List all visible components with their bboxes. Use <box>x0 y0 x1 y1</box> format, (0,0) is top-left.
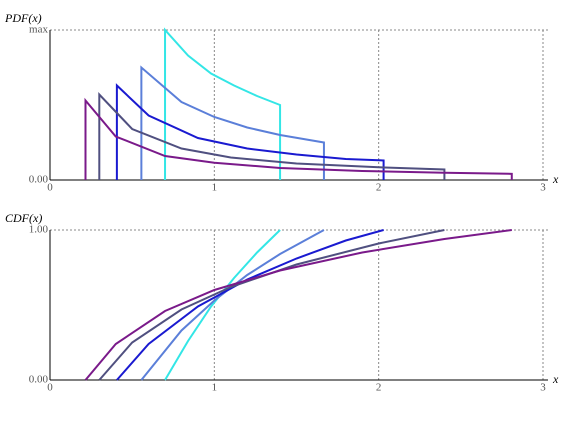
x-tick-label: 1 <box>212 382 218 394</box>
y-axis-label: CDF(x) <box>5 211 42 225</box>
line-series <box>84 229 512 381</box>
line-series <box>140 65 325 180</box>
line-series <box>164 229 281 381</box>
line-series <box>98 92 446 180</box>
line-series <box>140 229 325 381</box>
line-series <box>115 83 385 180</box>
line-series <box>84 97 513 180</box>
x-tick-label: 3 <box>540 182 546 194</box>
x-tick-label: 0 <box>47 182 53 194</box>
y-tick-label: 0.00 <box>29 374 49 386</box>
line-series <box>164 27 282 180</box>
y-axis-label: PDF(x) <box>4 11 42 25</box>
y-tick-label: max <box>29 24 48 36</box>
x-tick-label: 1 <box>212 182 218 194</box>
line-series <box>98 229 445 381</box>
y-tick-label: 0.00 <box>29 174 49 186</box>
x-tick-label: 0 <box>47 382 53 394</box>
x-tick-label: 3 <box>540 382 546 394</box>
x-tick-label: 2 <box>376 382 382 394</box>
y-tick-label: 1.00 <box>29 224 49 236</box>
x-tick-label: 2 <box>376 182 382 194</box>
x-axis-label: x <box>552 372 559 386</box>
x-axis-label: x <box>552 172 559 186</box>
